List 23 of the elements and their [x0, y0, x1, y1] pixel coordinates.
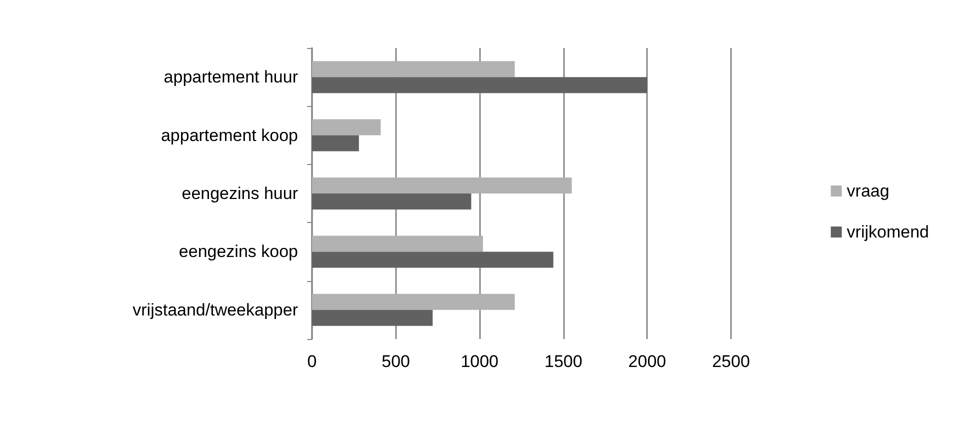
legend-label: vraag — [846, 182, 890, 200]
bar — [312, 252, 554, 268]
y-tick-label: appartement koop — [160, 126, 298, 145]
bar — [312, 310, 433, 326]
bar — [312, 119, 381, 136]
y-tick-label: appartement huur — [164, 68, 298, 87]
bar — [312, 294, 515, 310]
bar — [312, 177, 572, 194]
bar — [312, 194, 472, 210]
x-tick-label: 1000 — [460, 352, 499, 371]
bar — [312, 61, 515, 78]
y-tick-label: vrijstaand/tweekapper — [132, 300, 298, 320]
bar — [312, 135, 359, 152]
x-tick-label: 0 — [307, 352, 317, 371]
legend-label: vrijkomend — [846, 222, 930, 242]
bar — [312, 77, 648, 94]
x-tick-label: 1500 — [544, 352, 582, 371]
y-tick-label: eengezins huur — [182, 184, 298, 203]
y-tick-label: eengezins koop — [178, 242, 298, 262]
x-tick-label: 2000 — [628, 352, 666, 371]
x-tick-label: 2500 — [712, 352, 750, 371]
x-tick-label: 500 — [382, 352, 410, 371]
bar — [312, 236, 483, 252]
